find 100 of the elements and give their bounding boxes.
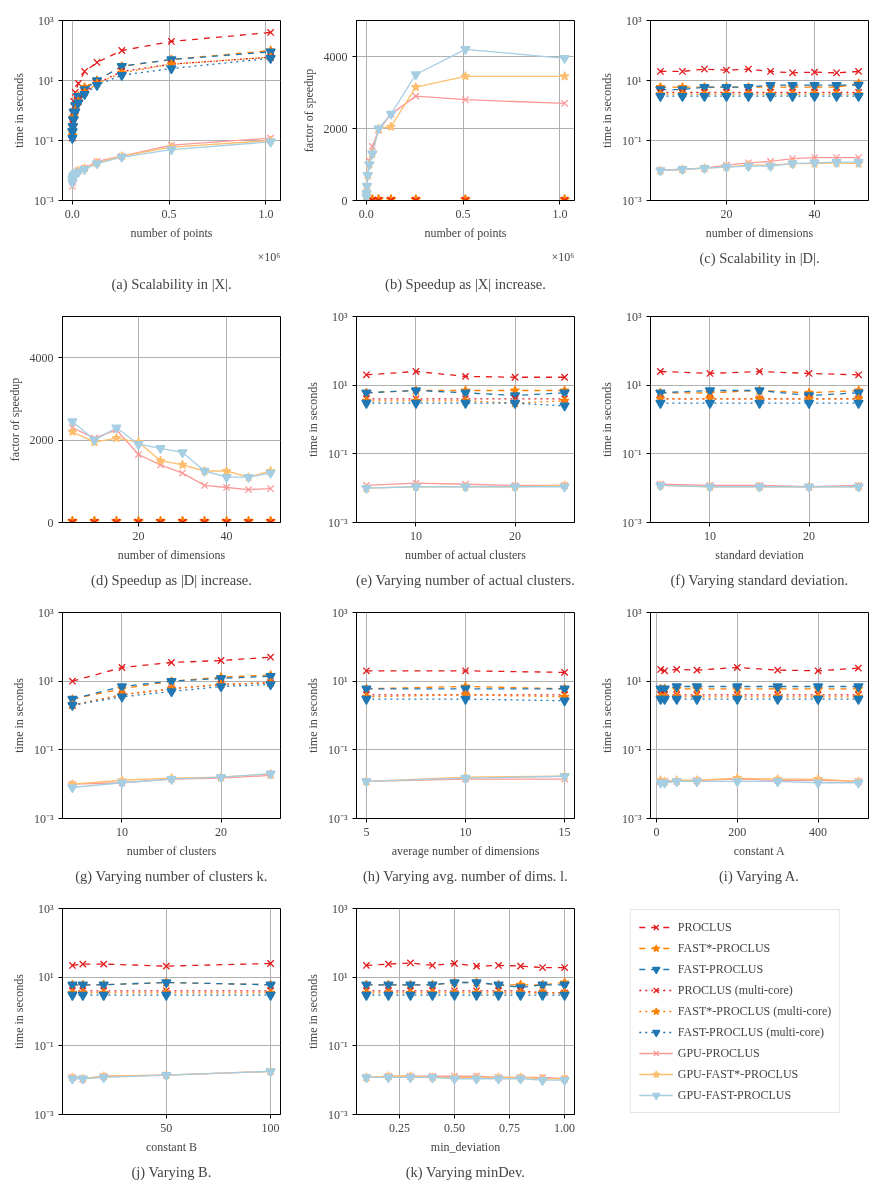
y-tick-label: 0 [341, 193, 348, 208]
x-tick-label: 10 [703, 528, 716, 543]
y-tick-label: 2000 [29, 433, 54, 448]
y-tick-label: 10¹ [37, 73, 54, 88]
y-tick-label: 10¹ [331, 378, 348, 393]
y-tick-label: 10¹ [625, 378, 642, 393]
y-axis-title: time in seconds [11, 72, 26, 148]
x-tick-label: 400 [809, 824, 828, 839]
y-axis-title: time in seconds [599, 381, 614, 457]
x-tick-label: 20 [720, 206, 733, 221]
x-tick-label: 0.0 [358, 206, 374, 221]
y-axis-title: time in seconds [599, 72, 614, 148]
y-tick-label: 10¹ [37, 970, 54, 985]
y-tick-label: 10³ [625, 605, 642, 620]
x-axis-title: number of actual clusters [405, 547, 527, 562]
y-tick-label: 4000 [323, 49, 348, 64]
x-tick-label: 20 [509, 528, 522, 543]
text: (d) Speedup as |D| increase. [91, 571, 252, 589]
legend-label: GPU-PROCLUS [677, 1044, 760, 1062]
y-tick-label: 10⁻³ [33, 193, 54, 208]
y-axis-title: factor of speedup [301, 68, 316, 153]
y-tick-label: 10⁻¹ [33, 133, 54, 148]
y-axis-title: factor of speedup [7, 377, 22, 462]
text: (h) Varying avg. number of dims. l. [363, 867, 568, 885]
y-tick-label: 10³ [331, 901, 348, 916]
y-tick-label: 10³ [37, 605, 54, 620]
x-tick-label: 100 [261, 1120, 280, 1135]
x-tick-label: 40 [220, 528, 233, 543]
x-tick-label: 50 [160, 1120, 173, 1135]
x-tick-label: 200 [728, 824, 747, 839]
x-axis-title: min_deviation [430, 1139, 501, 1154]
y-tick-label: 10³ [625, 13, 642, 28]
x-tick-label: 0.25 [388, 1120, 410, 1135]
y-tick-label: 10⁻¹ [33, 1038, 54, 1053]
y-tick-label: 4000 [29, 350, 54, 365]
y-tick-label: 10³ [37, 901, 54, 916]
y-axis-title: time in seconds [305, 677, 320, 753]
y-tick-label: 10³ [331, 309, 348, 324]
y-tick-label: 10⁻³ [621, 193, 642, 208]
x-tick-label: 1.0 [552, 206, 568, 221]
y-tick-label: 0 [47, 515, 54, 530]
x-tick-label: 20 [132, 528, 145, 543]
legend-label: FAST-PROCLUS [677, 960, 764, 978]
y-tick-label: 10⁻¹ [33, 742, 54, 757]
y-tick-label: 10⁻¹ [621, 742, 642, 757]
y-tick-label: 10⁻¹ [327, 1038, 348, 1053]
x-tick-label: 0.50 [443, 1120, 465, 1135]
y-tick-label: 10⁻¹ [327, 742, 348, 757]
y-axis-title: time in seconds [11, 973, 26, 1049]
text: ×10⁶ [257, 249, 281, 264]
legend-label: GPU-FAST*-PROCLUS [677, 1065, 799, 1083]
legend-label: FAST*-PROCLUS [677, 939, 771, 957]
text: (b) Speedup as |X| increase. [385, 275, 546, 293]
y-tick-label: 10⁻³ [327, 515, 348, 530]
y-tick-label: 2000 [323, 121, 348, 136]
text: (a) Scalability in |X|. [111, 275, 232, 293]
y-tick-label: 10³ [37, 13, 54, 28]
x-tick-label: 20 [215, 824, 228, 839]
x-axis-title: average number of dimensions [391, 843, 540, 858]
x-axis-title: constant B [146, 1139, 197, 1154]
y-tick-label: 10⁻¹ [621, 133, 642, 148]
x-tick-label: 5 [363, 824, 370, 839]
text: (j) Varying B. [131, 1163, 212, 1181]
x-axis-title: standard deviation [715, 547, 804, 562]
text: (f) Varying standard deviation. [670, 571, 849, 589]
text: (e) Varying number of actual clusters. [355, 571, 575, 589]
x-tick-label: 0.5 [455, 206, 471, 221]
y-tick-label: 10⁻³ [621, 811, 642, 826]
text: (g) Varying number of clusters k. [75, 867, 268, 885]
x-axis-title: number of clusters [126, 843, 217, 858]
x-tick-label: 10 [115, 824, 128, 839]
text: ×10⁶ [551, 249, 575, 264]
y-tick-label: 10¹ [625, 674, 642, 689]
y-tick-label: 10⁻³ [327, 811, 348, 826]
y-axis-title: time in seconds [305, 381, 320, 457]
y-tick-label: 10¹ [331, 970, 348, 985]
x-tick-label: 1.00 [554, 1120, 576, 1135]
x-axis-title: number of points [424, 225, 507, 240]
legend-label: FAST*-PROCLUS (multi-core) [677, 1002, 832, 1020]
y-tick-label: 10⁻³ [327, 1107, 348, 1122]
y-tick-label: 10⁻³ [33, 811, 54, 826]
x-axis-title: constant A [733, 843, 785, 858]
x-tick-label: 0 [653, 824, 660, 839]
x-tick-label: 20 [803, 528, 816, 543]
y-axis-title: time in seconds [599, 677, 614, 753]
y-tick-label: 10⁻³ [33, 1107, 54, 1122]
x-tick-label: 15 [558, 824, 571, 839]
x-axis-title: number of points [130, 225, 213, 240]
y-tick-label: 10⁻³ [621, 515, 642, 530]
x-tick-label: 1.0 [258, 206, 274, 221]
text: (k) Varying minDev. [405, 1163, 525, 1181]
x-tick-label: 0.75 [499, 1120, 521, 1135]
legend-label: PROCLUS (multi-core) [677, 981, 793, 999]
y-tick-label: 10¹ [625, 73, 642, 88]
x-tick-label: 10 [409, 528, 422, 543]
x-tick-label: 0.0 [64, 206, 80, 221]
y-tick-label: 10¹ [331, 674, 348, 689]
y-tick-label: 10¹ [37, 674, 54, 689]
x-tick-label: 10 [459, 824, 472, 839]
legend-label: FAST-PROCLUS (multi-core) [677, 1023, 825, 1041]
